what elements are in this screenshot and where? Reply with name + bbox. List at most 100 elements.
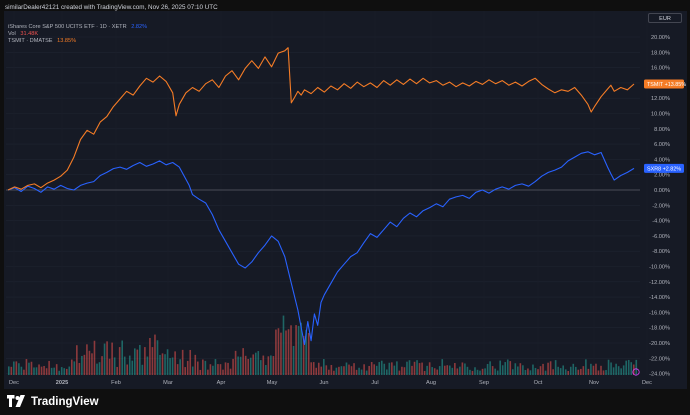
volume-bar	[139, 344, 141, 375]
volume-bar	[35, 367, 38, 375]
badge-text: TSMIT +13.85%	[647, 82, 686, 88]
y-tick-label: 10.00%	[651, 112, 670, 118]
y-tick-label: -6.00%	[652, 234, 670, 240]
volume-bar	[375, 365, 378, 375]
volume-bar	[297, 325, 300, 375]
volume-bar	[98, 362, 101, 375]
volume-bar	[446, 365, 449, 375]
legend-compare-value: 13.85%	[57, 38, 77, 45]
volume-bar	[302, 335, 305, 375]
volume-bar	[622, 365, 625, 375]
volume-bar	[265, 365, 267, 375]
scroll-to-latest-icon[interactable]	[632, 368, 640, 376]
volume-bar	[355, 369, 358, 375]
volume-bar	[275, 329, 277, 375]
volume-bar	[620, 368, 622, 375]
y-tick-label: 18.00%	[651, 50, 670, 56]
y-tick-label: 2.00%	[654, 173, 670, 179]
legend-compare-row[interactable]: TSMIT · DMATSE 13.85%	[8, 38, 147, 45]
volume-bar	[499, 360, 501, 375]
currency-button[interactable]: EUR	[648, 13, 682, 23]
tradingview-logo-icon	[7, 395, 25, 407]
x-tick-label: Jun	[319, 380, 328, 386]
series-line-tsmit	[7, 47, 635, 191]
volume-bar	[71, 359, 73, 375]
brand-name: TradingView	[31, 396, 99, 408]
volume-bar	[252, 354, 255, 375]
volume-bar	[131, 360, 134, 375]
volume-bar	[338, 366, 340, 375]
volume-bar	[524, 370, 527, 375]
y-tick-label: 8.00%	[654, 127, 670, 133]
volume-bar	[345, 362, 348, 375]
volume-bar	[232, 358, 234, 375]
x-tick-label: May	[267, 380, 278, 386]
chart-svg[interactable]: 20.00%18.00%16.00%14.00%12.00%10.00%8.00…	[4, 11, 687, 389]
volume-bar	[559, 368, 562, 375]
x-tick-label: Mar	[163, 380, 173, 386]
volume-bar	[8, 366, 10, 375]
volume-bar	[431, 367, 433, 375]
volume-bar	[38, 364, 40, 375]
volume-bar	[267, 356, 270, 375]
volume-bar	[81, 355, 83, 375]
volume-bar	[456, 368, 459, 375]
volume-bar	[277, 328, 280, 375]
volume-bar	[156, 340, 159, 375]
volume-bar	[103, 343, 106, 375]
y-tick-label: 4.00%	[654, 157, 670, 163]
volume-bar	[547, 362, 549, 375]
volume-bar	[10, 366, 13, 375]
volume-bar	[113, 357, 116, 375]
x-tick-label: Aug	[426, 380, 436, 386]
volume-bar	[539, 366, 542, 375]
volume-bar	[454, 363, 456, 375]
y-tick-label: -22.00%	[649, 356, 670, 362]
volume-bar	[496, 370, 499, 375]
volume-bar	[328, 369, 330, 375]
volume-bar	[340, 366, 343, 375]
x-tick-label: Dec	[642, 380, 652, 386]
volume-bar	[635, 359, 638, 375]
volume-bar	[68, 366, 71, 375]
volume-bar	[164, 354, 166, 375]
volume-bar	[212, 365, 214, 375]
volume-bar	[587, 368, 590, 375]
volume-bar	[607, 359, 610, 375]
volume-bar	[28, 362, 30, 375]
last-value-badge-tsmit: TSMIT +13.85%	[644, 79, 686, 89]
volume-bar	[625, 360, 627, 375]
volume-bars	[8, 315, 638, 375]
volume-bar	[610, 362, 612, 375]
price-scale: 20.00%18.00%16.00%14.00%12.00%10.00%8.00…	[649, 35, 670, 378]
volume-bar	[60, 367, 63, 375]
volume-bar	[83, 354, 86, 375]
legend-main-value: 2.82%	[131, 24, 148, 30]
volume-bar	[564, 369, 567, 375]
volume-bar	[186, 360, 189, 375]
volume-bar	[202, 359, 204, 375]
volume-bar	[207, 369, 209, 375]
legend-main-row[interactable]: iShares Core S&P 500 UCITS ETF · 1D · XE…	[8, 24, 147, 31]
attribution-text: similarDealer42121 created with TradingV…	[5, 4, 218, 11]
volume-bar	[234, 350, 237, 375]
volume-bar	[358, 367, 360, 375]
volume-bar	[451, 367, 454, 375]
volume-bar	[270, 355, 272, 375]
volume-bar	[53, 367, 55, 375]
volume-bar	[386, 369, 388, 375]
y-tick-label: -12.00%	[649, 280, 670, 286]
volume-bar	[408, 360, 411, 375]
x-tick-label: Oct	[534, 380, 543, 386]
volume-bar	[305, 329, 307, 375]
volume-bar	[575, 366, 577, 375]
volume-bar	[373, 364, 375, 375]
last-value-badge-sxr8: SXR8 +2.82%	[644, 163, 684, 173]
volume-bar	[88, 350, 91, 375]
volume-bar	[630, 362, 633, 375]
volume-bar	[118, 347, 121, 375]
volume-bar	[63, 368, 66, 375]
volume-bar	[25, 359, 28, 375]
legend-volume-row[interactable]: Vol 31.48K	[8, 31, 147, 38]
volume-bar	[522, 365, 524, 375]
